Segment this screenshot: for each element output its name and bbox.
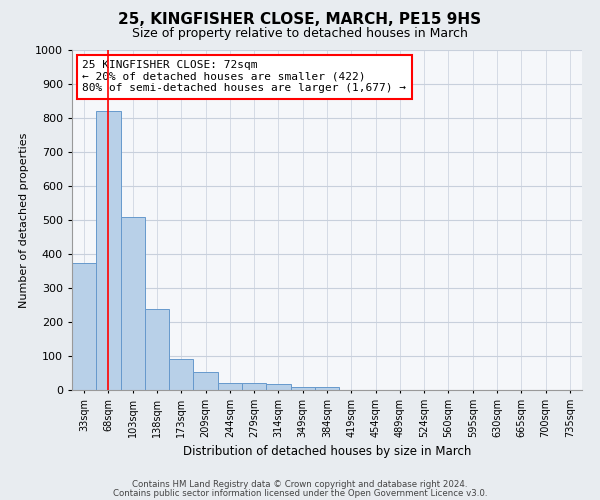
Bar bbox=[145, 310, 169, 390]
Bar bbox=[315, 388, 339, 390]
Bar bbox=[242, 383, 266, 390]
Text: Contains HM Land Registry data © Crown copyright and database right 2024.: Contains HM Land Registry data © Crown c… bbox=[132, 480, 468, 489]
Bar bbox=[169, 358, 193, 390]
Bar bbox=[121, 216, 145, 390]
Bar bbox=[290, 386, 315, 390]
Bar bbox=[266, 384, 290, 390]
Text: 25 KINGFISHER CLOSE: 72sqm
← 20% of detached houses are smaller (422)
80% of sem: 25 KINGFISHER CLOSE: 72sqm ← 20% of deta… bbox=[82, 60, 406, 94]
Bar bbox=[72, 262, 96, 390]
Text: Contains public sector information licensed under the Open Government Licence v3: Contains public sector information licen… bbox=[113, 488, 487, 498]
Y-axis label: Number of detached properties: Number of detached properties bbox=[19, 132, 29, 308]
Text: 25, KINGFISHER CLOSE, MARCH, PE15 9HS: 25, KINGFISHER CLOSE, MARCH, PE15 9HS bbox=[118, 12, 482, 28]
Text: Size of property relative to detached houses in March: Size of property relative to detached ho… bbox=[132, 28, 468, 40]
Bar bbox=[218, 383, 242, 390]
Bar bbox=[193, 372, 218, 390]
Bar bbox=[96, 111, 121, 390]
X-axis label: Distribution of detached houses by size in March: Distribution of detached houses by size … bbox=[183, 446, 471, 458]
